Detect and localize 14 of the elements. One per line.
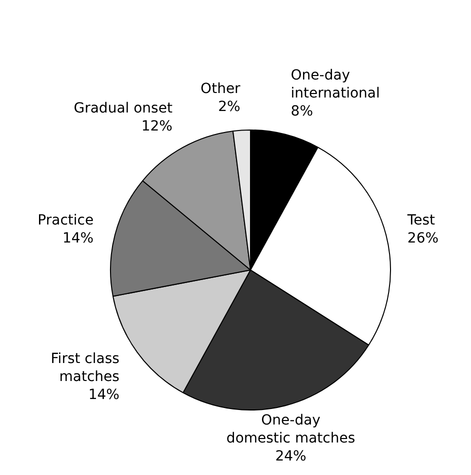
data-label: 12%: [141, 118, 172, 135]
slice-label: Test: [406, 212, 436, 228]
data-label: 24%: [275, 448, 306, 465]
slice-label: One-day international: [290, 68, 380, 102]
slice-label: Other: [200, 80, 241, 97]
slice-label: Gradual onset: [74, 100, 173, 117]
data-label: 26%: [407, 230, 439, 246]
slice-label: First class matches: [50, 350, 120, 385]
slice-label: Practice: [38, 212, 94, 228]
data-label: 8%: [290, 104, 314, 120]
data-label: 14%: [62, 230, 94, 246]
slice-label: One-day domestic matches: [226, 412, 356, 447]
data-label: 14%: [88, 386, 120, 403]
data-label: 2%: [218, 98, 240, 115]
